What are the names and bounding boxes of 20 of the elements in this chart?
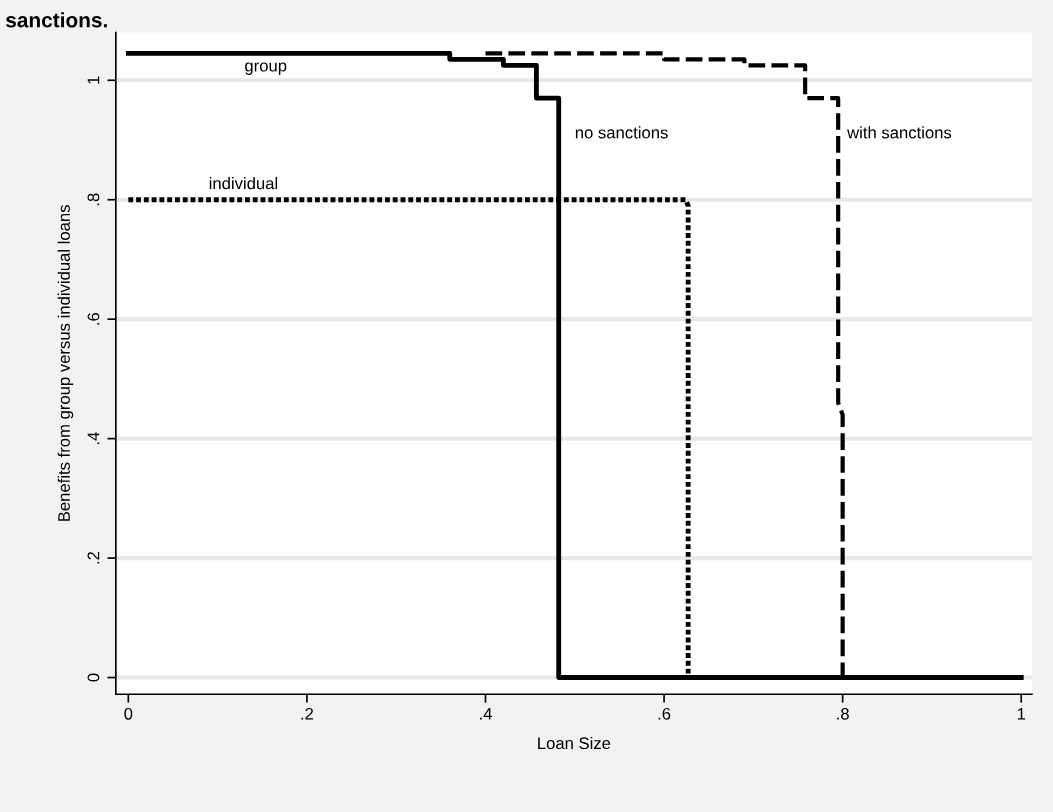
y-tick-label: .4 xyxy=(87,432,100,445)
x-tick-label: .2 xyxy=(301,707,314,720)
annotation: with sanctions xyxy=(847,126,952,139)
annotation: no sanctions xyxy=(575,126,668,139)
x-tick-label: 1 xyxy=(1017,708,1026,720)
y-axis-title: Benefits from group versus individual loans xyxy=(57,205,74,521)
y-tick-label: .2 xyxy=(87,551,100,564)
y-tick-label: 1 xyxy=(87,76,100,84)
y-tick-label: 0 xyxy=(87,673,100,682)
line-series xyxy=(125,50,1024,680)
y-tick-label: .6 xyxy=(87,312,100,325)
chart-title: sanctions. xyxy=(6,12,107,28)
annotation: individual xyxy=(209,177,278,190)
x-tick-label: .6 xyxy=(658,707,671,720)
x-tick-label: .8 xyxy=(837,707,849,720)
y-tick-label: .8 xyxy=(87,193,100,206)
x-tick-label: 0 xyxy=(124,707,133,720)
x-axis-title: Loan Size xyxy=(538,736,611,750)
annotation: group xyxy=(245,62,287,75)
x-tick-label: .4 xyxy=(480,708,492,720)
